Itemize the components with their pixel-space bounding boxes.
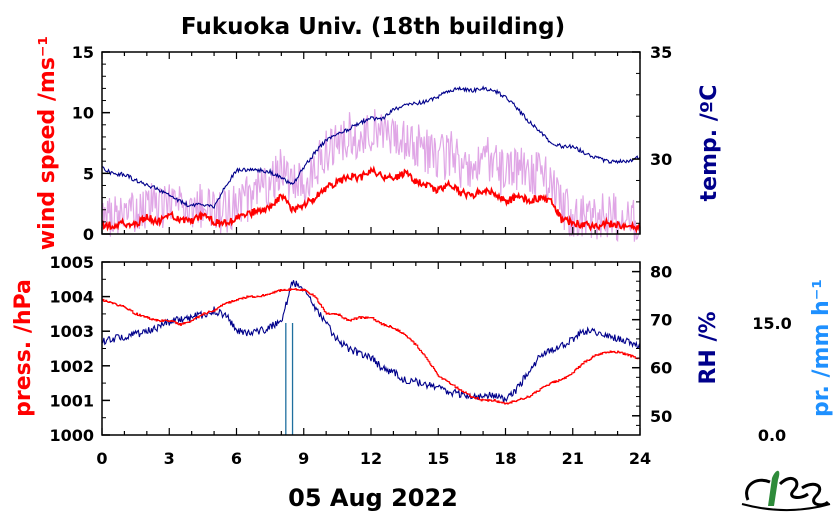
wind-speed-line <box>101 165 641 234</box>
left-tick-label: 1000 <box>49 426 94 445</box>
precipitation-tick-label: 0.0 <box>758 426 786 445</box>
left-tick-label: 5 <box>83 164 94 183</box>
humidity-line <box>101 280 641 404</box>
x-tick-label: 18 <box>494 449 516 468</box>
left-tick-label: 1002 <box>49 357 94 376</box>
date-label: 05 Aug 2022 <box>288 484 458 512</box>
wind-speed-axis-label: wind speed /ms⁻¹ <box>35 36 60 250</box>
left-tick-label: 1005 <box>49 253 94 272</box>
logo-icon <box>741 470 831 511</box>
wind-gust-line <box>101 109 641 243</box>
humidity-axis-label: RH /% <box>696 311 721 384</box>
pressure-axis-label: press. /hPa <box>11 279 36 417</box>
left-tick-label: 15 <box>72 43 94 62</box>
right-tick-label: 60 <box>650 359 672 378</box>
right-tick-label: 80 <box>650 263 672 282</box>
precipitation-axis-label: pr. /mm h⁻¹ <box>809 279 834 417</box>
top-panel: 0 5 10 15 30 35 wind speed /ms⁻¹ temp. /ºC <box>35 36 722 250</box>
left-tick-label: 1003 <box>49 322 94 341</box>
x-tick-label: 15 <box>427 449 449 468</box>
x-tick-label: 24 <box>629 449 651 468</box>
x-tick-label: 9 <box>298 449 309 468</box>
temperature-line <box>101 85 641 209</box>
left-tick-label: 0 <box>83 225 94 244</box>
left-tick-label: 10 <box>72 104 94 123</box>
x-tick-label: 0 <box>96 449 107 468</box>
temperature-axis-label: temp. /ºC <box>697 85 722 202</box>
x-tick-label: 21 <box>562 449 584 468</box>
left-tick-label: 1001 <box>49 391 94 410</box>
left-tick-label: 1004 <box>49 288 94 307</box>
right-tick-label: 35 <box>650 43 672 62</box>
x-tick-label: 3 <box>164 449 175 468</box>
chart-title: Fukuoka Univ. (18th building) <box>181 14 565 40</box>
x-tick-label: 6 <box>231 449 242 468</box>
right-tick-label: 30 <box>650 150 672 169</box>
right-tick-label: 50 <box>650 407 672 426</box>
x-tick-label: 12 <box>360 449 382 468</box>
pressure-line <box>102 288 641 405</box>
precipitation-tick-label: 15.0 <box>752 314 791 333</box>
right-tick-label: 70 <box>650 311 672 330</box>
